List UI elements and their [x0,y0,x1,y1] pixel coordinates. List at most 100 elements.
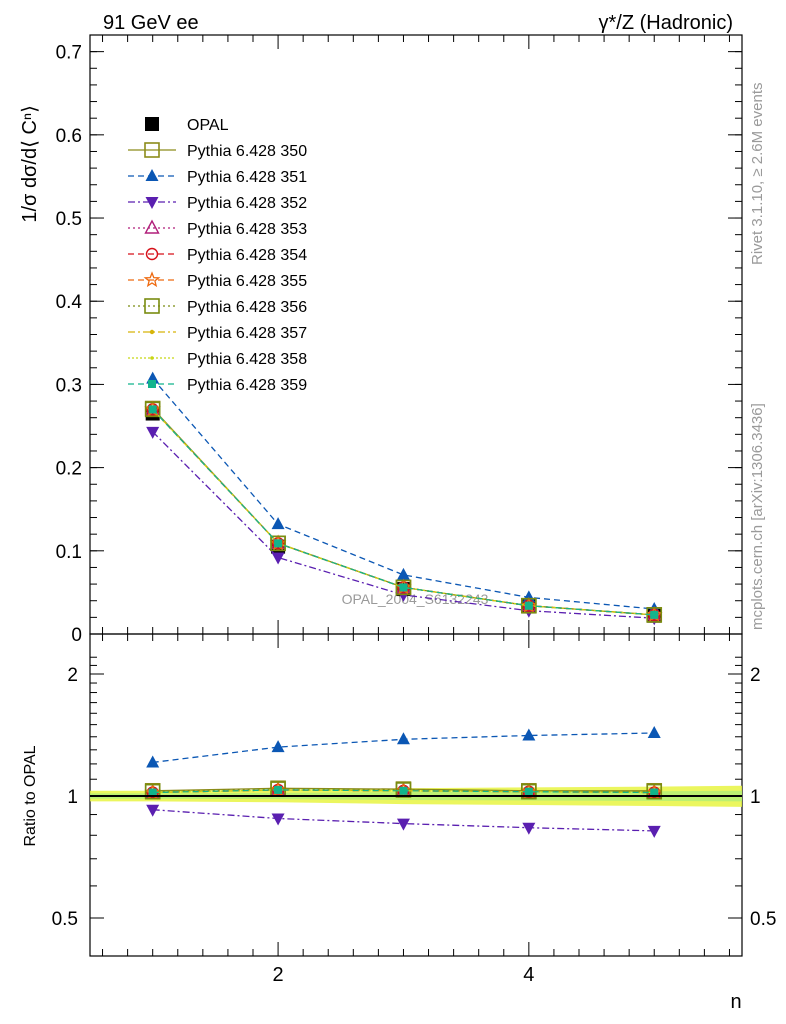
main-y-tick-label: 0.3 [56,375,82,396]
series-pythia-6-428-352 [146,426,661,626]
legend-marker [145,247,159,261]
data-point-pythia-6-428-352 [146,426,160,439]
ratio-y-tick-label-right: 1 [750,787,761,808]
data-point-pythia-6-428-356 [144,401,161,418]
legend-label: Pythia 6.428 359 [187,377,307,394]
legend-item-pythia-6-428-355: Pythia 6.428 355 [128,271,307,290]
legend-label: Pythia 6.428 358 [187,351,307,368]
main-y-tick-label: 0.7 [56,43,82,64]
ratio-point-pythia-6-428-352 [271,813,285,826]
legend-item-pythia-6-428-359: Pythia 6.428 359 [128,377,307,394]
series-pythia-6-428-351 [146,371,661,615]
data-point-pythia-6-428-352 [271,552,285,565]
main-y-tick-label: 0.4 [56,292,83,313]
legend-label: Pythia 6.428 353 [187,221,307,238]
mcplots-credit-label: mcplots.cern.ch [arXiv:1306.3436] [749,403,766,630]
legend: OPAL Pythia 6.428 350 Pythia 6.428 351 Pyth… [128,117,307,394]
legend-marker [148,380,156,388]
legend-marker [149,329,155,335]
legend-label: Pythia 6.428 355 [187,273,307,290]
ratio-point-pythia-6-428-352 [146,804,160,817]
legend-marker [144,298,160,314]
ratio-series-pythia-6-428-359 [148,785,659,797]
legend-item-pythia-6-428-350: Pythia 6.428 350 [128,142,307,160]
legend-marker [145,197,159,209]
series-line-pythia-6-428-352 [152,431,655,619]
header-right-label: γ*/Z (Hadronic) [599,12,733,34]
main-series-group [144,371,663,626]
main-y-axis-label: 1/σ dσ/d⟨ Cⁿ⟩ [19,105,41,223]
ratio-y-tick-label: 0.5 [52,909,78,930]
main-y-tick-label: 0.2 [56,459,82,480]
data-point-pythia-6-428-356 [395,579,412,596]
data-point-pythia-6-428-351 [271,517,285,530]
legend-item-opal: OPAL [145,117,229,134]
main-y-axis: 0 0.1 0.2 0.3 0.4 0.5 0.6 0.7 [56,34,742,646]
legend-item-pythia-6-428-354: Pythia 6.428 354 [128,247,307,264]
ratio-point-pythia-6-428-352 [647,825,661,838]
legend-label: Pythia 6.428 351 [187,169,307,186]
ratio-point-pythia-6-428-359 [274,785,283,794]
analysis-watermark: OPAL_2004_S6132243 [342,591,489,607]
legend-marker [150,356,154,360]
ratio-point-pythia-6-428-356 [144,783,161,800]
ratio-y-tick-label-right: 0.5 [750,909,776,930]
ratio-line-pythia-6-428-358 [152,789,655,794]
data-point-pythia-6-428-359 [399,583,408,592]
data-point-pythia-6-428-351 [396,567,410,580]
ratio-series-pythia-6-428-352 [146,804,661,838]
ratio-point-pythia-6-428-351 [396,732,410,745]
legend-item-pythia-6-428-356: Pythia 6.428 356 [128,298,307,316]
legend-item-pythia-6-428-351: Pythia 6.428 351 [128,169,307,186]
legend-marker [144,219,160,234]
main-y-tick-label: 0.1 [56,542,82,563]
series-line-pythia-6-428-359 [152,408,655,616]
legend-marker [145,169,159,181]
legend-marker [145,117,159,131]
data-point-pythia-6-428-359 [650,610,659,619]
legend-item-pythia-6-428-358: Pythia 6.428 358 [128,351,307,368]
x-tick-label: 4 [523,964,534,986]
ratio-point-pythia-6-428-359 [524,787,533,796]
ratio-point-pythia-6-428-359 [650,788,659,797]
ratio-y-axis-label: Ratio to OPAL [22,745,39,846]
ratio-point-pythia-6-428-359 [148,788,157,797]
ratio-y-tick-label: 1 [67,787,78,808]
ratio-point-pythia-6-428-351 [271,740,285,753]
ratio-point-pythia-6-428-351 [146,755,160,768]
legend-item-pythia-6-428-352: Pythia 6.428 352 [128,195,307,212]
ratio-point-pythia-6-428-356 [646,783,663,800]
x-tick-label: 2 [273,964,284,986]
ratio-y-tick-label: 2 [67,665,78,686]
data-point-pythia-6-428-359 [148,405,157,414]
legend-label: Pythia 6.428 357 [187,325,307,342]
x-axis-label: n [730,991,741,1013]
main-y-tick-label: 0 [71,625,82,646]
rivet-version-label: Rivet 3.1.10, ≥ 2.6M events [749,83,766,266]
main-y-tick-label: 0.6 [56,126,82,147]
main-panel: 0 0.1 0.2 0.3 0.4 0.5 0.6 0.7 OPAL_2004_S613224… [19,34,743,646]
main-y-tick-label: 0.5 [56,209,82,230]
legend-label: Pythia 6.428 356 [187,299,307,316]
ratio-series-group [144,726,663,838]
data-point-pythia-6-428-356 [270,535,286,552]
ratio-point-pythia-6-428-359 [399,786,408,795]
main-x-ticks [102,35,730,634]
legend-item-pythia-6-428-357: Pythia 6.428 357 [128,325,307,342]
ratio-series-pythia-6-428-351 [146,726,661,768]
legend-label: Pythia 6.428 350 [187,143,307,160]
legend-label: Pythia 6.428 354 [187,247,307,264]
legend-marker [143,271,161,288]
legend-label: Pythia 6.428 352 [187,195,307,212]
ratio-point-pythia-6-428-352 [522,822,536,835]
data-point-pythia-6-428-359 [524,601,533,610]
data-point-pythia-6-428-359 [274,539,283,548]
ratio-point-pythia-6-428-351 [647,726,661,739]
series-pythia-6-428-359 [148,405,659,619]
legend-item-pythia-6-428-353: Pythia 6.428 353 [128,219,307,238]
legend-label: OPAL [187,117,229,134]
ratio-y-tick-label-right: 2 [750,665,761,686]
